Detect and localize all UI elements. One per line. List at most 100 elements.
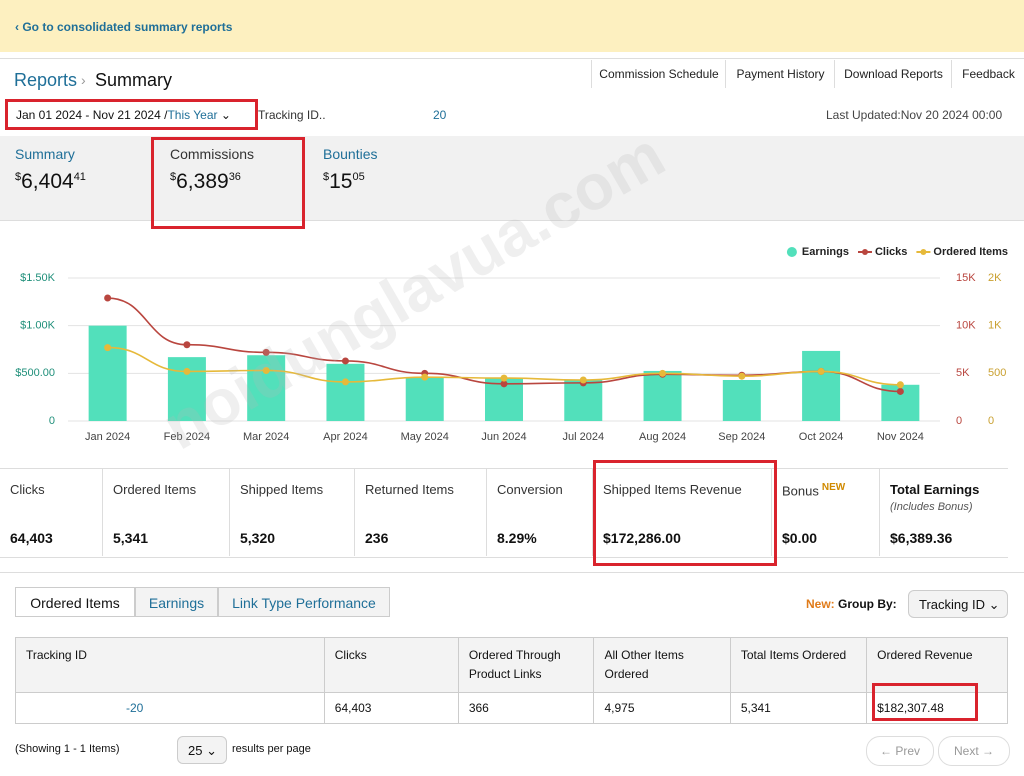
column-header[interactable]: Total Items Ordered [729,637,868,693]
consolidated-link[interactable]: ‹ Go to consolidated summary reports [15,20,233,34]
stat-label-text: Conversion [497,482,563,497]
stats-band [0,468,1008,558]
point [341,357,349,365]
total-label[interactable]: Summary [15,146,75,162]
point [500,374,508,382]
table-cell: 4,975 [593,692,731,724]
legend-swatch [861,249,868,255]
table-cell: 64,403 [323,692,459,724]
x-tick-label: Apr 2024 [323,431,368,443]
point [500,380,508,388]
total-cents: 41 [73,171,86,183]
column-header[interactable]: Tracking ID [15,637,325,693]
stat-label: Clicks [10,482,92,497]
bar [564,380,603,421]
tick-label: 1K [988,320,1002,332]
point [104,344,112,352]
total-symbol: $ [15,171,22,183]
stat-label-text: Shipped Items [240,482,324,497]
header-tab[interactable]: Payment History [725,60,835,88]
badge: NEW [821,482,846,493]
per-page: 25 [188,743,203,758]
x-tick-label: Mar 2024 [243,431,289,443]
legend-label: Ordered Items [933,246,1008,258]
legend-label: Clicks [875,246,907,258]
point [896,387,904,395]
point [738,372,746,380]
separator: › [81,72,86,88]
total-label[interactable]: Bounties [323,146,378,162]
period[interactable]: This Year [167,108,218,122]
tick-label: 2K [988,272,1002,284]
point [183,341,191,349]
stat-value: 64,403 [10,530,53,546]
stat-label: Total Earnings [890,482,998,497]
header-row: Tracking ID Clicks Ordered Through Product… [15,637,1008,693]
point [262,348,270,356]
next-button[interactable]: Next → [938,736,1010,766]
stat-label: Shipped Items [240,482,344,497]
stat: Shipped Items 5,320 [230,468,355,556]
column-header[interactable]: All Other Items Ordered [593,637,731,693]
stat-label-text: Clicks [10,482,45,497]
total-amount: 6,404 [21,170,74,193]
column-header[interactable]: Ordered Through Product Links [457,637,595,693]
stat-value: $0.00 [782,530,818,546]
header-tab[interactable]: Download Reports [834,60,952,88]
date-range[interactable]: Jan 01 2024 - Nov 21 2024 /This Year ⌄ [16,108,231,122]
total-value: $6,40441 [15,170,86,194]
total: Bounties $1505 [323,146,377,194]
point [817,367,825,375]
report-tab[interactable]: Link Type Performance [218,587,390,617]
new-flag: New: [806,597,835,611]
stat-value: 236 [365,530,389,546]
tick-label: 500 [988,367,1006,379]
per-page-select[interactable]: 25 ⌄ [177,736,227,764]
bar [802,350,841,421]
x-tick-label: Feb 2024 [164,431,210,443]
column-header[interactable]: Clicks [323,637,459,693]
bar [167,357,206,421]
chart: 0 $500.00 $1.00K $1.50K 0 5K 10K 15K 0 500 1K 2K Jan… [15,246,1008,443]
stat-label: Bonus NEW [782,482,869,498]
stat-value: $6,389.36 [890,530,953,546]
tick-label: $1.00K [20,320,56,332]
highlight-box [151,137,305,229]
tracking-suffix[interactable]: 20 [433,108,447,122]
x-tick-label: Jul 2024 [562,431,604,443]
report-tab[interactable]: Earnings [135,587,218,617]
header-tab[interactable]: Commission Schedule [591,60,726,88]
x-tick-label: Oct 2024 [799,431,844,443]
group-by-value: Tracking ID [919,597,985,612]
x-tick-label: Jan 2024 [85,431,130,443]
total-cents: 05 [352,171,365,183]
table-cell[interactable]: -20 [15,692,325,724]
breadcrumb[interactable]: Reports [14,70,78,90]
stat-note: (Includes Bonus) [890,501,973,513]
stat-label: Returned Items [365,482,476,497]
x-tick-label: Sep 2024 [718,431,765,443]
stat: Clicks 64,403 [0,468,103,556]
tick-label: 0 [49,415,55,427]
banner: ‹ Go to consolidated summary reports [0,0,1024,52]
stat: Total Earnings (Includes Bonus) $6,389.36 [880,468,1008,556]
prev-button[interactable]: ← Prev [866,736,934,766]
x-tick-label: Nov 2024 [877,431,924,443]
stat-value: $172,286.00 [603,530,681,546]
x-tick-label: Jun 2024 [481,431,526,443]
table-cell: 5,341 [729,692,868,724]
bar [643,370,682,421]
group-by-select[interactable]: Tracking ID ⌄ [908,590,1008,618]
tracking-label[interactable]: Tracking ID.. [258,108,326,122]
x-tick-label: Aug 2024 [639,431,686,443]
point [262,366,270,374]
stat-label: Conversion [497,482,582,497]
stat-label-text: Returned Items [365,482,454,497]
stat-label-text: Shipped Items Revenue [603,482,742,497]
header-tab[interactable]: Feedback [951,60,1024,88]
stat-label-text: Bonus [782,483,819,499]
table-cell: 366 [457,692,595,724]
report-table: Tracking ID Clicks Ordered Through Product… [15,637,1008,724]
report-tab[interactable]: Ordered Items [15,587,135,617]
